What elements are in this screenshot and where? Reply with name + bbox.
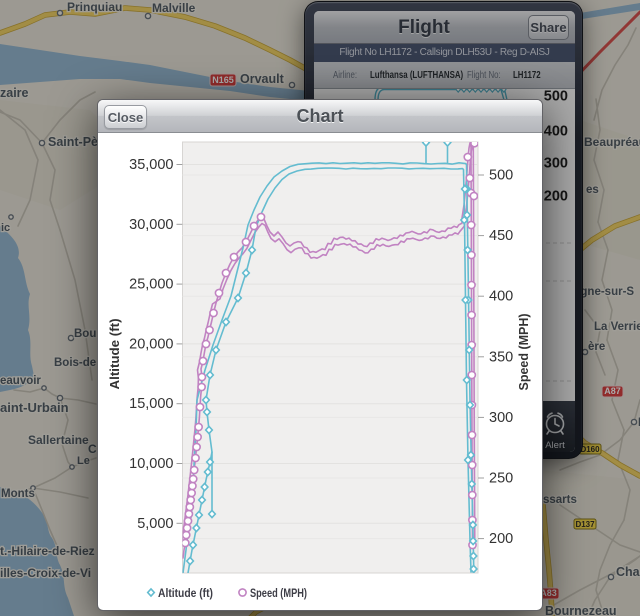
svg-text:Altitude (ft): Altitude (ft) (107, 319, 122, 390)
svg-text:10,000: 10,000 (129, 456, 173, 472)
svg-text:eauvoir: eauvoir (0, 375, 41, 387)
svg-text:Saint-Pè: Saint-Pè (48, 135, 98, 149)
svg-text:Malville: Malville (152, 1, 196, 15)
svg-text:Cha: Cha (616, 565, 640, 579)
svg-text:Beaupréau: Beaupréau (584, 135, 640, 149)
svg-text:300: 300 (544, 156, 568, 172)
svg-text:500: 500 (489, 168, 513, 184)
svg-text:Alert: Alert (545, 440, 565, 451)
svg-text:25,000: 25,000 (129, 277, 173, 293)
svg-text:Le: Le (77, 455, 90, 467)
svg-text:ic: ic (1, 222, 10, 234)
svg-text:ère: ère (588, 341, 605, 353)
svg-text:200: 200 (489, 531, 513, 547)
svg-text:250: 250 (489, 471, 513, 487)
svg-text:es: es (586, 184, 599, 196)
svg-text:Altitude (ft): Altitude (ft) (158, 588, 213, 600)
svg-text:450: 450 (489, 228, 513, 244)
svg-text:400: 400 (544, 124, 568, 140)
svg-text:agne-sur-S: agne-sur-S (574, 286, 634, 298)
svg-text:5,000: 5,000 (137, 516, 173, 532)
svg-text:Bou: Bou (74, 328, 96, 340)
svg-text:200: 200 (544, 189, 568, 205)
svg-text:Sallertaine: Sallertaine (28, 433, 89, 447)
svg-text:D137: D137 (575, 520, 595, 529)
svg-text:aint-Urbain: aint-Urbain (0, 400, 69, 415)
svg-text:Bois-de: Bois-de (54, 357, 96, 369)
svg-text:35,000: 35,000 (129, 157, 173, 173)
svg-text:Speed (MPH): Speed (MPH) (516, 314, 531, 391)
svg-text:A83: A83 (540, 588, 557, 598)
svg-text:30,000: 30,000 (129, 217, 173, 233)
svg-text:N165: N165 (212, 75, 234, 85)
svg-text:C: C (88, 442, 97, 456)
svg-text:Orvault: Orvault (240, 72, 285, 86)
svg-text:Prinquiau: Prinquiau (67, 0, 122, 14)
svg-text:20,000: 20,000 (129, 336, 173, 352)
svg-text:400: 400 (489, 289, 513, 305)
svg-text:Bournezeau: Bournezeau (545, 604, 617, 616)
svg-text:15,000: 15,000 (129, 396, 173, 412)
svg-text:D160: D160 (580, 445, 600, 454)
svg-text:illes-Croix-de-Vi: illes-Croix-de-Vi (0, 566, 91, 580)
svg-text:La Verrie: La Verrie (594, 321, 640, 333)
svg-text:t.-Hilaire-de-Riez: t.-Hilaire-de-Riez (0, 544, 95, 558)
svg-text:A87: A87 (604, 386, 621, 396)
svg-text:350: 350 (489, 349, 513, 365)
svg-text:L: L (638, 417, 640, 429)
svg-text:ssarts: ssarts (543, 494, 577, 506)
svg-text:Speed (MPH): Speed (MPH) (250, 588, 307, 600)
svg-text:zaire: zaire (0, 86, 29, 100)
svg-text:300: 300 (489, 410, 513, 426)
svg-text:500: 500 (544, 89, 568, 105)
svg-text:Monts: Monts (1, 488, 35, 500)
